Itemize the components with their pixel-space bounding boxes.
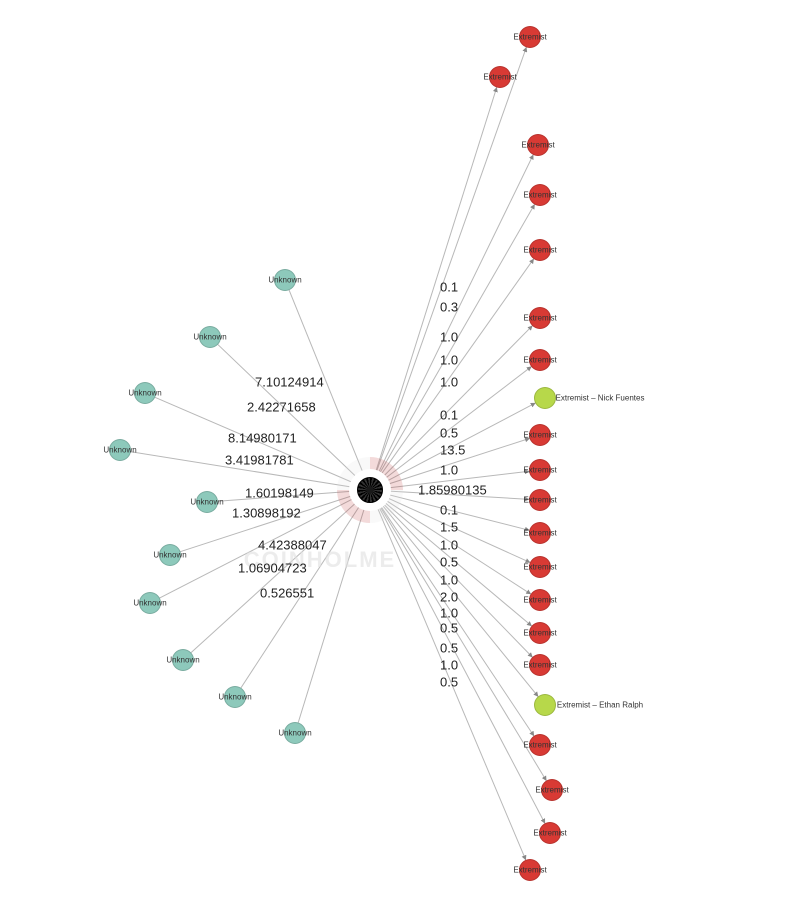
dest-node[interactable]	[527, 134, 549, 156]
edge	[373, 259, 533, 486]
edge-value-label: 1.0	[440, 463, 458, 478]
edge	[375, 490, 529, 499]
edge	[214, 341, 362, 483]
edge-value-label: 0.5	[440, 426, 458, 441]
dest-node[interactable]	[489, 66, 511, 88]
edge-value-label: 0.5	[440, 675, 458, 690]
dest-node[interactable]	[541, 779, 563, 801]
edge	[372, 495, 526, 860]
edge	[375, 493, 531, 594]
dest-node[interactable]	[534, 694, 556, 716]
edge-value-label: 13.5	[440, 443, 465, 458]
edge	[375, 403, 535, 487]
dest-node[interactable]	[519, 26, 541, 48]
edge	[238, 499, 364, 692]
edge	[374, 326, 532, 486]
edge-value-label: 0.1	[440, 280, 458, 295]
edge-value-label: 1.0	[440, 658, 458, 673]
dest-node-label: Extremist – Nick Fuentes	[556, 394, 645, 403]
edge-value-label: 1.0	[440, 330, 458, 345]
dest-node[interactable]	[529, 654, 551, 676]
dest-node[interactable]	[529, 522, 551, 544]
edge	[125, 451, 359, 488]
dest-node[interactable]	[519, 859, 541, 881]
dest-node[interactable]	[529, 307, 551, 329]
edge	[375, 491, 529, 530]
edge	[375, 492, 530, 562]
edge-value-label: 1.60198149	[245, 486, 314, 501]
dest-node[interactable]	[529, 239, 551, 261]
edge	[374, 494, 533, 657]
edge-value-label: 2.42271658	[247, 400, 316, 415]
edge-value-label: 1.0	[440, 353, 458, 368]
edge-value-label: 0.526551	[260, 586, 314, 601]
edge	[212, 491, 359, 502]
edge	[187, 497, 362, 656]
edge	[372, 87, 497, 484]
dest-node[interactable]	[529, 349, 551, 371]
edge-value-label: 8.14980171	[228, 431, 297, 446]
watermark-text: COINHOLME	[244, 547, 396, 573]
dest-node[interactable]	[529, 459, 551, 481]
edge-value-label: 1.30898192	[232, 506, 301, 521]
edge-value-label: 1.85980135	[418, 483, 487, 498]
edge-value-label: 0.1	[440, 503, 458, 518]
edge-value-label: 1.06904723	[238, 561, 307, 576]
edge	[375, 438, 529, 488]
source-node-unknown[interactable]	[274, 269, 296, 291]
edge	[297, 501, 367, 728]
edge-value-label: 0.1	[440, 408, 458, 423]
edge-value-label: 0.3	[440, 300, 458, 315]
source-node-unknown[interactable]	[199, 326, 221, 348]
source-node-unknown[interactable]	[196, 491, 218, 513]
dest-node[interactable]	[534, 387, 556, 409]
dest-node[interactable]	[529, 424, 551, 446]
edge	[373, 205, 535, 486]
edge	[372, 155, 533, 485]
source-node-unknown[interactable]	[134, 382, 156, 404]
edge	[373, 495, 546, 781]
edge	[374, 367, 531, 487]
dest-node[interactable]	[529, 184, 551, 206]
edge	[373, 494, 538, 696]
dest-node[interactable]	[529, 489, 551, 511]
center-hub-node[interactable]	[357, 477, 383, 503]
source-node-unknown[interactable]	[109, 439, 131, 461]
edge-value-label: 0.5	[440, 621, 458, 636]
edge	[155, 495, 360, 600]
edge-value-label: 0.5	[440, 555, 458, 570]
dest-node[interactable]	[529, 589, 551, 611]
edge	[374, 494, 531, 626]
edge	[372, 47, 527, 484]
edge-value-label: 0.5	[440, 641, 458, 656]
edge	[373, 495, 545, 823]
source-node-unknown[interactable]	[159, 544, 181, 566]
edge-value-label: 1.0	[440, 375, 458, 390]
dest-node[interactable]	[529, 622, 551, 644]
edge-value-label: 1.0	[440, 606, 458, 621]
source-node-unknown[interactable]	[139, 592, 161, 614]
dest-node-label: Extremist – Ethan Ralph	[557, 701, 643, 710]
edge-value-label: 1.5	[440, 520, 458, 535]
edge-value-label: 2.0	[440, 590, 458, 605]
edge-value-label: 3.41981781	[225, 453, 294, 468]
dest-node[interactable]	[539, 822, 561, 844]
edge	[287, 285, 366, 480]
edge	[375, 471, 529, 489]
source-node-unknown[interactable]	[224, 686, 246, 708]
source-node-unknown[interactable]	[284, 722, 306, 744]
edge-value-label: 4.42388047	[258, 538, 327, 553]
edge-value-label: 1.0	[440, 538, 458, 553]
dest-node[interactable]	[529, 556, 551, 578]
edge	[373, 495, 534, 736]
edge-value-label: 1.0	[440, 573, 458, 588]
dest-node[interactable]	[529, 734, 551, 756]
source-node-unknown[interactable]	[172, 649, 194, 671]
edge-value-label: 7.10124914	[255, 375, 324, 390]
edge	[150, 395, 360, 485]
